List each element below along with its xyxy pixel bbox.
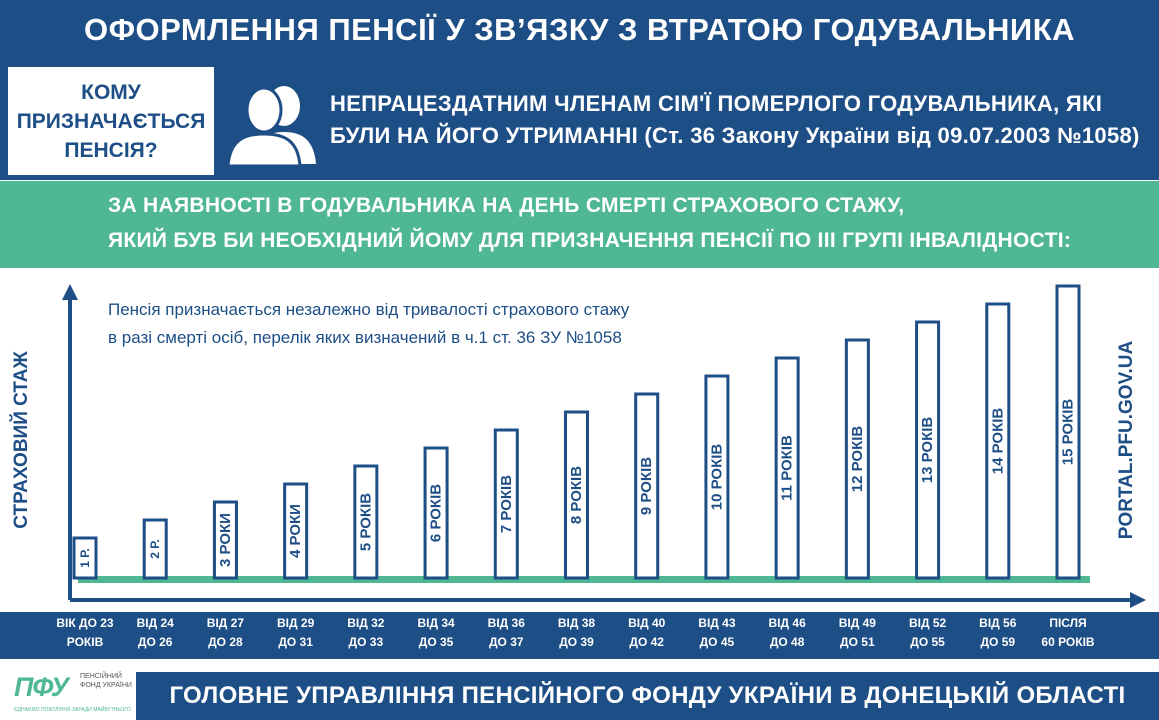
bar-11 xyxy=(774,356,800,580)
age-label-line2: ДО 48 xyxy=(769,635,805,649)
age-label-15: ПІСЛЯ 60 РОКІВ xyxy=(1033,614,1103,652)
bar-1 xyxy=(72,536,98,580)
age-label-line2: ДО 39 xyxy=(559,635,594,649)
age-label-line1: ВІД 27 xyxy=(206,616,245,630)
bar-label-1: 1 Р. xyxy=(78,548,92,568)
age-label-line1: ВІД 34 xyxy=(417,616,455,630)
age-label-line2: ДО 26 xyxy=(137,635,173,649)
age-label-line1: ВІД 52 xyxy=(908,616,947,630)
age-label-line1: ВІД 56 xyxy=(979,616,1017,630)
bar-3 xyxy=(212,500,238,580)
age-label-line1: ВІД 46 xyxy=(768,616,806,630)
people-icon xyxy=(226,86,316,168)
footer-title: ГОЛОВНЕ УПРАВЛІННЯ ПЕНСІЙНОГО ФОНДУ УКРА… xyxy=(136,672,1159,720)
note-text: Пенсія призначається незалежно від трива… xyxy=(108,296,808,352)
age-label-line1: ВІК ДО 23 xyxy=(56,616,114,630)
age-label-line1: ВІД 24 xyxy=(136,616,174,630)
bar-5 xyxy=(353,464,379,580)
age-label-1: ВІК ДО 23 РОКІВ xyxy=(50,614,120,652)
age-label-line2: ДО 28 xyxy=(208,635,243,649)
y-axis-arrow xyxy=(62,284,78,300)
bar-label-9: 9 РОКІВ xyxy=(638,457,655,515)
age-label-2: ВІД 24 ДО 26 xyxy=(120,614,190,652)
bar-15 xyxy=(1055,284,1081,580)
bar-label-10: 10 РОКІВ xyxy=(708,444,725,511)
chart: 1 Р. 2 Р. 3 РОКИ 4 РОКИ 5 РОКІВ 6 РОКІВ 7 РОКІ… xyxy=(62,284,1146,608)
age-label-line1: ВІД 29 xyxy=(277,616,315,630)
age-label-7: ВІД 36 ДО 37 xyxy=(471,614,541,652)
bar-label-7: 7 РОКІВ xyxy=(498,475,515,533)
age-label-line1: ВІД 43 xyxy=(698,616,736,630)
bar-10 xyxy=(704,374,730,580)
age-label-10: ВІД 43 ДО 45 xyxy=(682,614,752,652)
bar-14 xyxy=(985,302,1011,580)
bar-9 xyxy=(634,392,660,580)
bar-2 xyxy=(142,518,168,580)
logo-tagline: ЄДНАЄМО ПОКОЛІННЯ ЗАРАДИ МАЙБУТНЬОГО xyxy=(14,707,131,713)
bar-label-6: 6 РОКІВ xyxy=(428,484,445,542)
page-title: ОФОРМЛЕННЯ ПЕНСІЇ У ЗВ’ЯЗКУ З ВТРАТОЮ ГО… xyxy=(0,0,1159,60)
age-label-13: ВІД 52 ДО 55 xyxy=(893,614,963,652)
age-label-line2: ДО 55 xyxy=(910,635,945,649)
bar-label-3: 3 РОКИ xyxy=(217,513,234,567)
age-label-line1: ВІД 36 xyxy=(487,616,525,630)
condition-text: ЗА НАЯВНОСТІ В ГОДУВАЛЬНИКА НА ДЕНЬ СМЕР… xyxy=(108,188,1148,258)
bar-label-8: 8 РОКІВ xyxy=(568,466,585,524)
age-label-4: ВІД 29 ДО 31 xyxy=(261,614,331,652)
age-label-11: ВІД 46 ДО 48 xyxy=(752,614,822,652)
age-label-9: ВІД 40 ДО 42 xyxy=(612,614,682,652)
bar-12 xyxy=(844,338,870,580)
who-answer-line1: НЕПРАЦЕЗДАТНИМ ЧЛЕНАМ СІМ'Ї ПОМЕРЛОГО ГО… xyxy=(330,91,1103,116)
bar-label-2: 2 Р. xyxy=(148,539,162,559)
age-label-line2: РОКІВ xyxy=(66,635,104,649)
bar-4 xyxy=(283,482,309,580)
age-label-12: ВІД 49 ДО 51 xyxy=(822,614,892,652)
bar-13 xyxy=(915,320,941,580)
age-label-line2: ДО 35 xyxy=(418,635,454,649)
age-label-line2: ДО 45 xyxy=(699,635,735,649)
who-question-box: КОМУ ПРИЗНАЧАЄТЬСЯ ПЕНСІЯ? xyxy=(8,67,214,175)
who-answer-line2: БУЛИ НА ЙОГО УТРИМАННІ (Ст. 36 Закону Ук… xyxy=(330,123,1140,148)
age-label-line2: ДО 51 xyxy=(840,635,875,649)
age-label-6: ВІД 34 ДО 35 xyxy=(401,614,471,652)
condition-line1: ЗА НАЯВНОСТІ В ГОДУВАЛЬНИКА НА ДЕНЬ СМЕР… xyxy=(108,194,905,217)
note-line1: Пенсія призначається незалежно від трива… xyxy=(108,300,630,319)
age-label-line2: 60 РОКІВ xyxy=(1041,635,1095,649)
note-line2: в разі смерті осіб, перелік яких визначе… xyxy=(108,328,622,347)
condition-line2: ЯКИЙ БУВ БИ НЕОБХІДНИЙ ЙОМУ ДЛЯ ПРИЗНАЧЕ… xyxy=(108,229,1072,252)
age-label-line1: ВІД 32 xyxy=(347,616,385,630)
bar-label-15: 15 РОКІВ xyxy=(1060,399,1077,466)
bar-label-14: 14 РОКІВ xyxy=(989,408,1006,475)
age-label-line1: ВІД 40 xyxy=(628,616,666,630)
age-label-line1: ВІД 49 xyxy=(838,616,876,630)
age-label-line2: ДО 37 xyxy=(488,635,524,649)
bar-6 xyxy=(423,446,449,580)
age-label-line2: ДО 42 xyxy=(629,635,664,649)
age-label-line2: ДО 33 xyxy=(348,635,384,649)
age-label-8: ВІД 38 ДО 39 xyxy=(542,614,612,652)
age-label-line2: ДО 31 xyxy=(278,635,313,649)
bar-label-13: 13 РОКІВ xyxy=(919,417,936,484)
who-question: КОМУ ПРИЗНАЧАЄТЬСЯ ПЕНСІЯ? xyxy=(16,80,206,162)
bar-label-5: 5 РОКІВ xyxy=(357,493,374,551)
age-band xyxy=(0,612,1159,659)
age-label-line1: ВІД 38 xyxy=(557,616,596,630)
logo-mark: ПФУ xyxy=(14,672,69,702)
age-label-line2: ДО 59 xyxy=(980,635,1016,649)
logo-text: ПЕНСІЙНИЙ ФОНД УКРАЇНИ xyxy=(80,673,132,689)
bar-7 xyxy=(493,428,519,580)
bar-8 xyxy=(564,410,589,580)
bar-label-12: 12 РОКІВ xyxy=(849,426,866,493)
age-label-14: ВІД 56 ДО 59 xyxy=(963,614,1033,652)
age-label-5: ВІД 32 ДО 33 xyxy=(331,614,401,652)
bar-label-11: 11 РОКІВ xyxy=(779,435,796,501)
age-label-line1: ПІСЛЯ xyxy=(1049,616,1087,630)
condition-band xyxy=(0,181,1159,268)
x-axis-arrow xyxy=(1130,592,1146,608)
bar-label-4: 4 РОКИ xyxy=(287,504,304,558)
who-answer: НЕПРАЦЕЗДАТНИМ ЧЛЕНАМ СІМ'Ї ПОМЕРЛОГО ГО… xyxy=(330,88,1150,152)
age-label-3: ВІД 27 ДО 28 xyxy=(190,614,260,652)
